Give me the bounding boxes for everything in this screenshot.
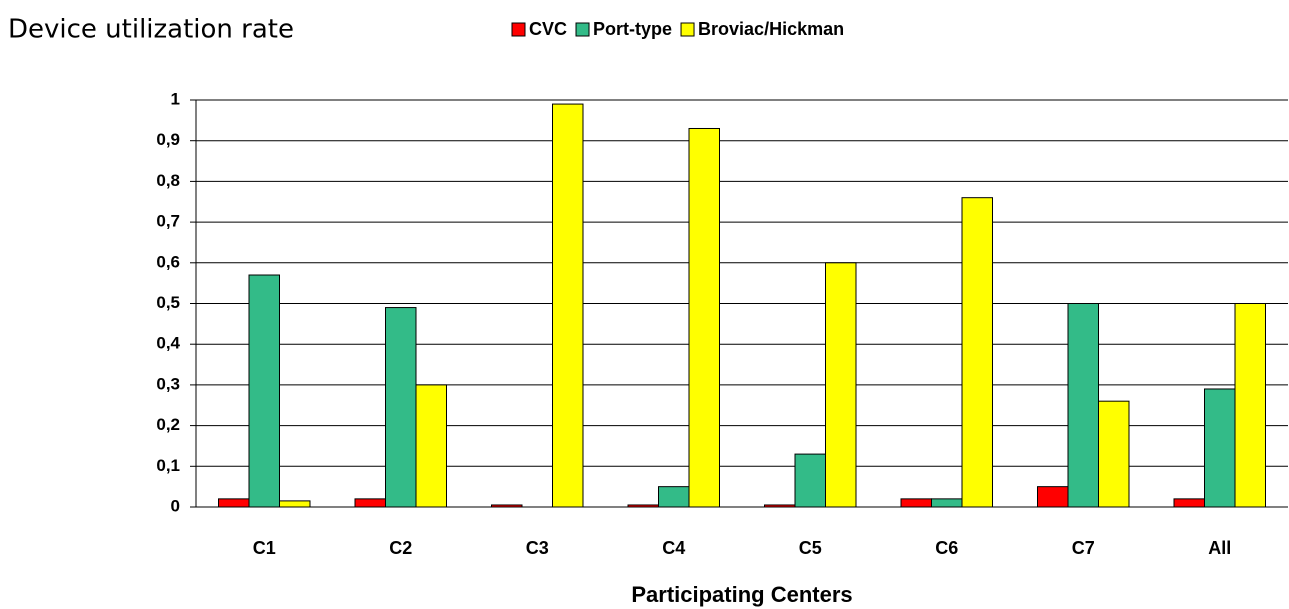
bar	[961, 197, 993, 508]
legend-swatch	[680, 22, 695, 37]
bar	[1173, 498, 1205, 508]
bar	[218, 498, 250, 508]
bar	[354, 498, 386, 508]
bar	[415, 384, 447, 508]
bar	[688, 127, 720, 508]
bar	[385, 307, 417, 508]
y-tick-label: 1	[171, 89, 180, 108]
bar	[627, 504, 659, 508]
y-tick-label: 0,7	[156, 212, 180, 231]
x-axis-label: Participating Centers	[631, 582, 852, 607]
bar	[1204, 388, 1236, 508]
bar	[491, 504, 523, 508]
bar	[1234, 303, 1266, 508]
x-tick-label: C5	[799, 538, 822, 558]
bar	[764, 504, 796, 508]
bar	[1037, 486, 1069, 508]
y-tick-label: 0	[171, 496, 180, 515]
y-tick-label: 0,2	[156, 415, 180, 434]
y-tick-label: 0,6	[156, 252, 180, 271]
y-tick-label: 0,8	[156, 171, 180, 190]
x-tick-label: C1	[253, 538, 276, 558]
x-tick-label: C2	[389, 538, 412, 558]
bar	[552, 103, 584, 508]
y-tick-label: 0,9	[156, 130, 180, 149]
bar	[931, 498, 963, 508]
bar	[279, 500, 311, 508]
bar	[658, 486, 690, 508]
x-tick-label: C4	[662, 538, 685, 558]
y-tick-label: 0,3	[156, 374, 180, 393]
x-tick-label: All	[1208, 538, 1231, 558]
y-tick-label: 0,1	[156, 456, 180, 475]
x-tick-label: C7	[1072, 538, 1095, 558]
x-tick-label: C3	[526, 538, 549, 558]
chart-title: Device utilization rate	[8, 15, 294, 45]
bar	[900, 498, 932, 508]
legend-label: CVC	[529, 19, 567, 39]
y-tick-label: 0,5	[156, 293, 180, 312]
bar	[248, 274, 280, 508]
legend-swatch	[575, 22, 590, 37]
legend-label: Broviac/Hickman	[698, 19, 844, 39]
bar	[794, 453, 826, 508]
bar	[1098, 400, 1130, 508]
legend-label: Port-type	[593, 19, 672, 39]
bar	[825, 262, 857, 508]
x-tick-label: C6	[935, 538, 958, 558]
y-tick-label: 0,4	[156, 334, 180, 353]
bar	[1067, 303, 1099, 508]
legend-swatch	[511, 22, 526, 37]
